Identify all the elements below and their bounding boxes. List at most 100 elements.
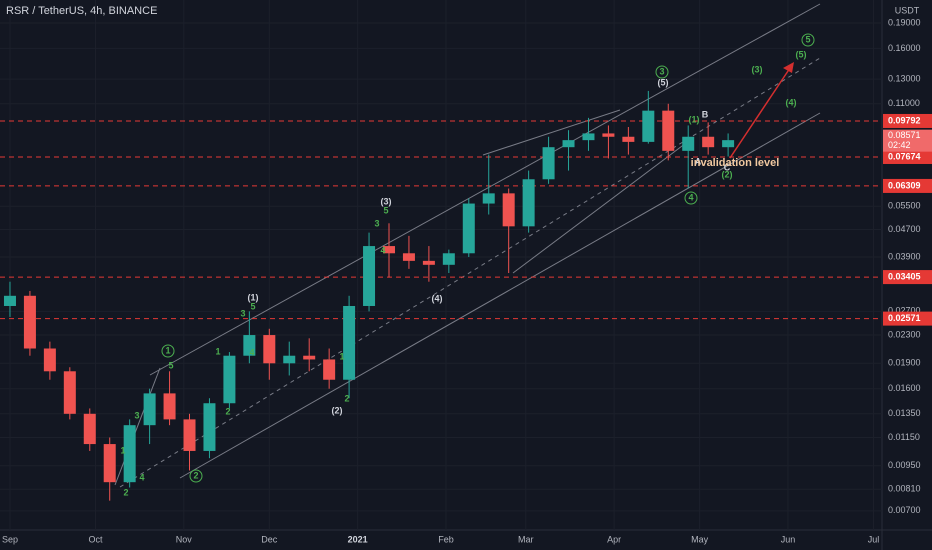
candle-body (23, 295, 36, 349)
y-tick-label: 0.02700 (888, 306, 921, 316)
currency: USDT (895, 5, 920, 15)
wave-label: B (702, 109, 709, 119)
candle-body (283, 355, 296, 364)
trend-line (512, 139, 691, 274)
wave-label: 2 (193, 470, 198, 480)
wave-label: invalidation level (691, 157, 780, 169)
wave-label: 3 (134, 410, 139, 420)
candle-body (303, 355, 316, 360)
wave-label: (3) (752, 64, 763, 74)
wave-label: A (695, 156, 702, 166)
candle-body (582, 133, 595, 141)
x-tick-label: Sep (2, 534, 18, 544)
wave-label: 5 (805, 34, 810, 44)
wave-label: (3) (381, 196, 392, 206)
wave-label: (4) (432, 293, 443, 303)
wave-label: 3 (374, 218, 379, 228)
level-tag (883, 149, 932, 164)
wave-label: 1 (339, 351, 344, 361)
candle-body (482, 193, 495, 204)
x-tick-label: Jul (868, 534, 880, 544)
candle-body (382, 246, 395, 254)
wave-label: 2 (123, 487, 128, 497)
candle-body (43, 348, 56, 372)
trend-line (482, 109, 621, 156)
candle-body (203, 403, 216, 451)
wave-label: 1 (215, 346, 220, 356)
y-tick-label: 0.01600 (888, 383, 921, 393)
trend-line (114, 367, 161, 486)
candles (3, 90, 735, 501)
wave-label: 5 (168, 360, 173, 370)
candle-body (183, 419, 196, 451)
grid (0, 0, 882, 530)
candle-body (63, 371, 76, 414)
wave-label: 4 (380, 245, 385, 255)
level-label: 0.06309 (888, 180, 921, 190)
wave-label: 5 (250, 301, 255, 311)
wave-label: 1 (120, 445, 125, 455)
wave-label: (2) (722, 169, 733, 179)
channel-upper (149, 3, 821, 376)
candle-body (223, 355, 236, 404)
x-tick-label: Apr (607, 534, 621, 544)
y-tick-label: 0.19000 (888, 17, 921, 27)
x-tick-label: Mar (518, 534, 534, 544)
candle-body (602, 133, 615, 137)
wave-label: 5 (383, 205, 388, 215)
x-tick-label: Jun (781, 534, 796, 544)
x-tick-label: Oct (88, 534, 103, 544)
level-tag (883, 113, 932, 128)
y-tick-label: 0.01900 (888, 358, 921, 368)
candle-body (263, 335, 276, 364)
candle-body (402, 253, 415, 261)
wave-label: (5) (658, 77, 669, 87)
wave-circle (189, 469, 203, 483)
y-tick-label: 0.16000 (888, 43, 921, 53)
candle-body (83, 413, 96, 445)
level-label: 0.07674 (888, 151, 921, 161)
channel-lower (179, 112, 821, 479)
y-tick-label: 0.04700 (888, 224, 921, 234)
y-tick-label: 0.11000 (888, 98, 920, 108)
y-tick-label: 0.01150 (888, 432, 920, 442)
wave-label: 1 (165, 345, 170, 355)
wave-circle (655, 65, 669, 79)
level-label: 0.03405 (888, 271, 921, 281)
y-tick-label: 0.01350 (888, 408, 921, 418)
chart-title: RSR / TetherUS, 4h, BINANCE (6, 5, 157, 17)
wave-label: (5) (796, 49, 807, 59)
candle-body (163, 393, 176, 420)
y-tick-label: 0.02300 (888, 329, 921, 339)
candle-body (343, 305, 356, 380)
candle-body (363, 246, 376, 306)
wave-circle (161, 344, 175, 358)
candle-body (702, 136, 715, 148)
arrow-head (783, 62, 794, 73)
countdown: 02:42 (888, 140, 911, 150)
candle-body (522, 179, 535, 227)
y-tick-label: 0.00810 (888, 484, 921, 494)
candle-body (323, 359, 336, 380)
candle-body (722, 140, 735, 148)
candle-body (422, 260, 435, 265)
candle-body (562, 140, 575, 148)
candle-body (243, 335, 256, 356)
level-tag (883, 270, 932, 285)
x-tick-label: 2021 (348, 534, 368, 544)
level-label: 0.02571 (888, 313, 921, 323)
candle-body (622, 136, 635, 142)
y-tick-label: 0.00950 (888, 460, 921, 470)
y-tick-label: 0.13000 (888, 73, 921, 83)
wave-label: (4) (786, 97, 797, 107)
wave-circle (801, 33, 815, 47)
channel-middle (119, 57, 821, 488)
wave-label: 4 (688, 192, 693, 202)
wave-label: (1) (248, 292, 259, 302)
projection-arrow (729, 67, 791, 159)
candle-body (123, 425, 136, 483)
last-price-tag (883, 129, 932, 152)
level-label: 0.09792 (888, 115, 921, 125)
